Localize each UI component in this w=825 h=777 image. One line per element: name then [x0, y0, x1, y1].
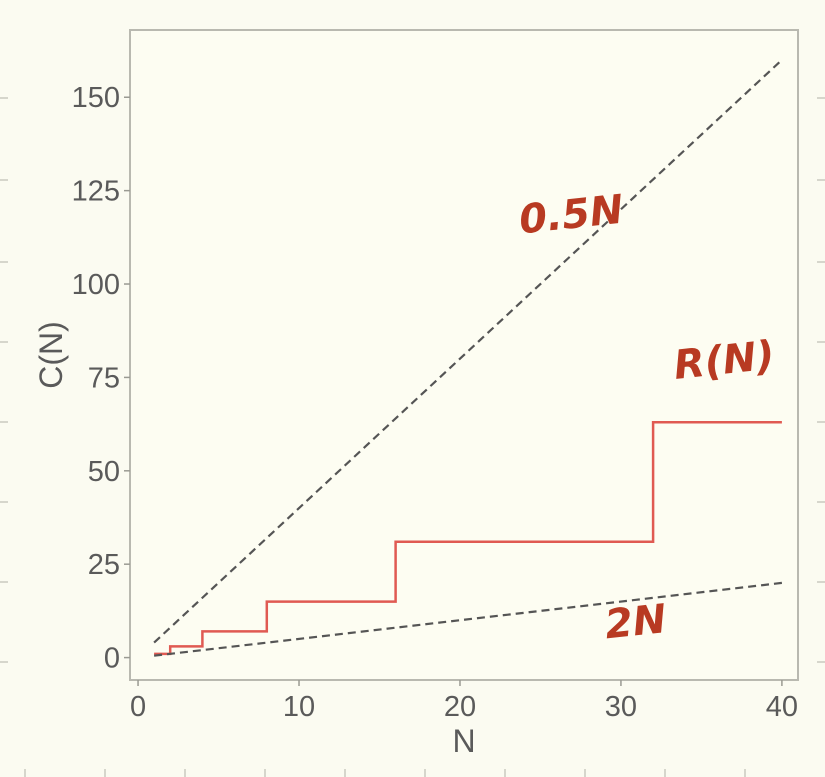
series-line-rn: [154, 420, 782, 656]
x-axis-ticks: 0 10 20 30 40: [130, 680, 798, 723]
y-tick-label: 25: [88, 549, 120, 581]
annotation-label: R(N): [672, 333, 777, 389]
outer-tick-marks: [0, 97, 825, 777]
x-tick-label: 40: [766, 691, 798, 723]
y-axis-ticks: 0 25 50 75 100 125 150: [72, 82, 130, 675]
x-tick-label: 10: [283, 691, 315, 723]
x-tick-label: 20: [444, 691, 476, 723]
annotations: 0.5N R(N) 2N: [517, 187, 777, 649]
y-tick-label: 125: [72, 176, 120, 208]
y-tick-label: 0: [104, 643, 120, 675]
annotation-label: 0.5N: [517, 187, 626, 244]
x-tick-label: 0: [130, 691, 146, 723]
y-axis-label: C(N): [33, 321, 69, 389]
y-tick-label: 150: [72, 82, 120, 114]
series-line-2n: [153, 581, 783, 657]
annotation-label: 2N: [603, 596, 669, 648]
y-tick-label: 75: [88, 362, 120, 394]
series-layer: [153, 59, 783, 657]
x-axis-label: N: [452, 723, 475, 759]
x-tick-label: 30: [605, 691, 637, 723]
y-tick-label: 100: [72, 269, 120, 301]
y-tick-label: 50: [88, 456, 120, 488]
